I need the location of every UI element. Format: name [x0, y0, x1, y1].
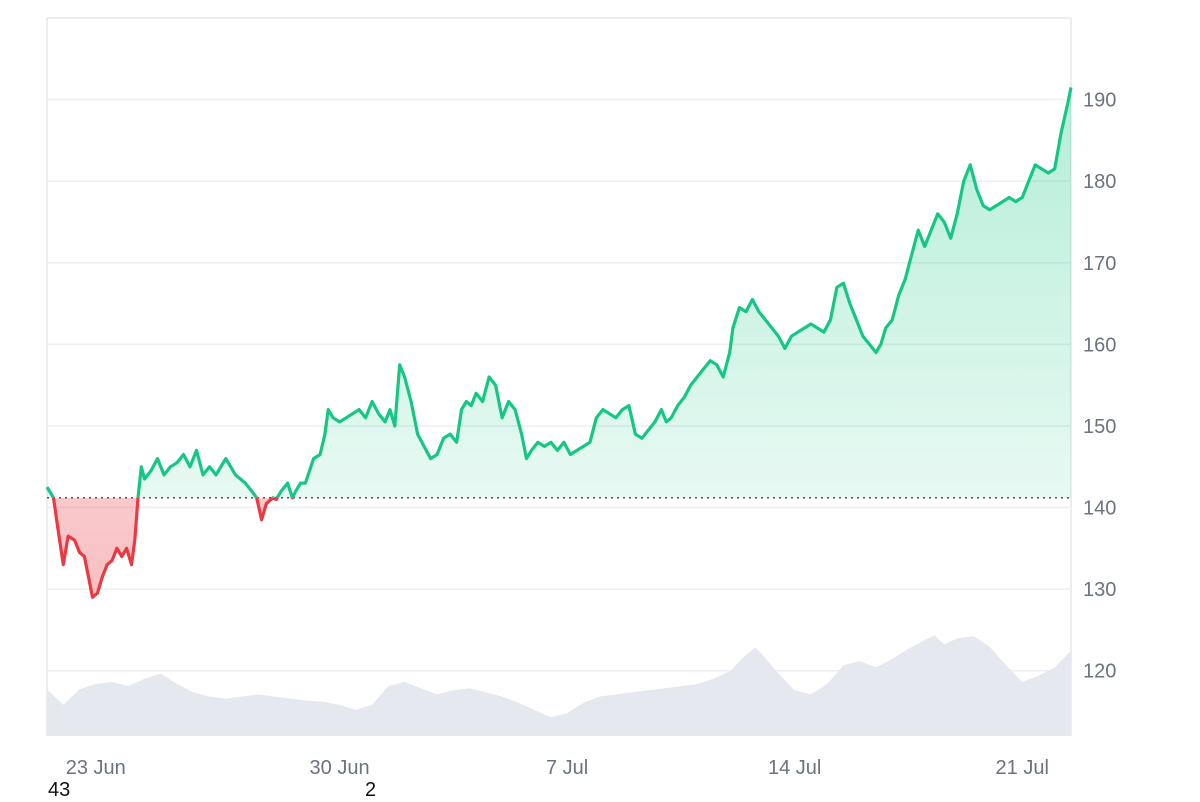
x-tick-label: 14 Jul [768, 757, 821, 779]
corner-label-left: 43 [48, 779, 71, 801]
y-tick-label-130: 130 [1083, 579, 1116, 601]
y-tick-label-190: 190 [1083, 90, 1116, 112]
x-axis-tick-labels: 23 Jun 30 Jun 7 Jul 14 Jul 21 Jul [66, 757, 1049, 779]
x-tick-label: 30 Jun [310, 757, 370, 779]
y-tick-label-140: 140 [1083, 498, 1116, 520]
area-above-baseline [47, 87, 1071, 498]
y-tick-label-150: 150 [1083, 416, 1116, 438]
y-tick-label-180: 180 [1083, 171, 1116, 193]
volume-area-shape [47, 635, 1071, 736]
y-axis-tick-labels: 120 130 140 150 160 170 180 190 [1083, 90, 1116, 683]
price-area-fill [47, 87, 1071, 598]
x-tick-label: 21 Jul [996, 757, 1049, 779]
price-line [45, 87, 1073, 599]
x-tick-label: 23 Jun [66, 757, 126, 779]
volume-area [47, 635, 1071, 736]
corner-label-mid: 2 [365, 779, 377, 801]
y-tick-label-120: 120 [1083, 661, 1116, 683]
y-tick-label-170: 170 [1083, 253, 1116, 275]
price-line-up [45, 87, 1073, 498]
y-tick-label-160: 160 [1083, 334, 1116, 356]
x-tick-label: 7 Jul [546, 757, 588, 779]
